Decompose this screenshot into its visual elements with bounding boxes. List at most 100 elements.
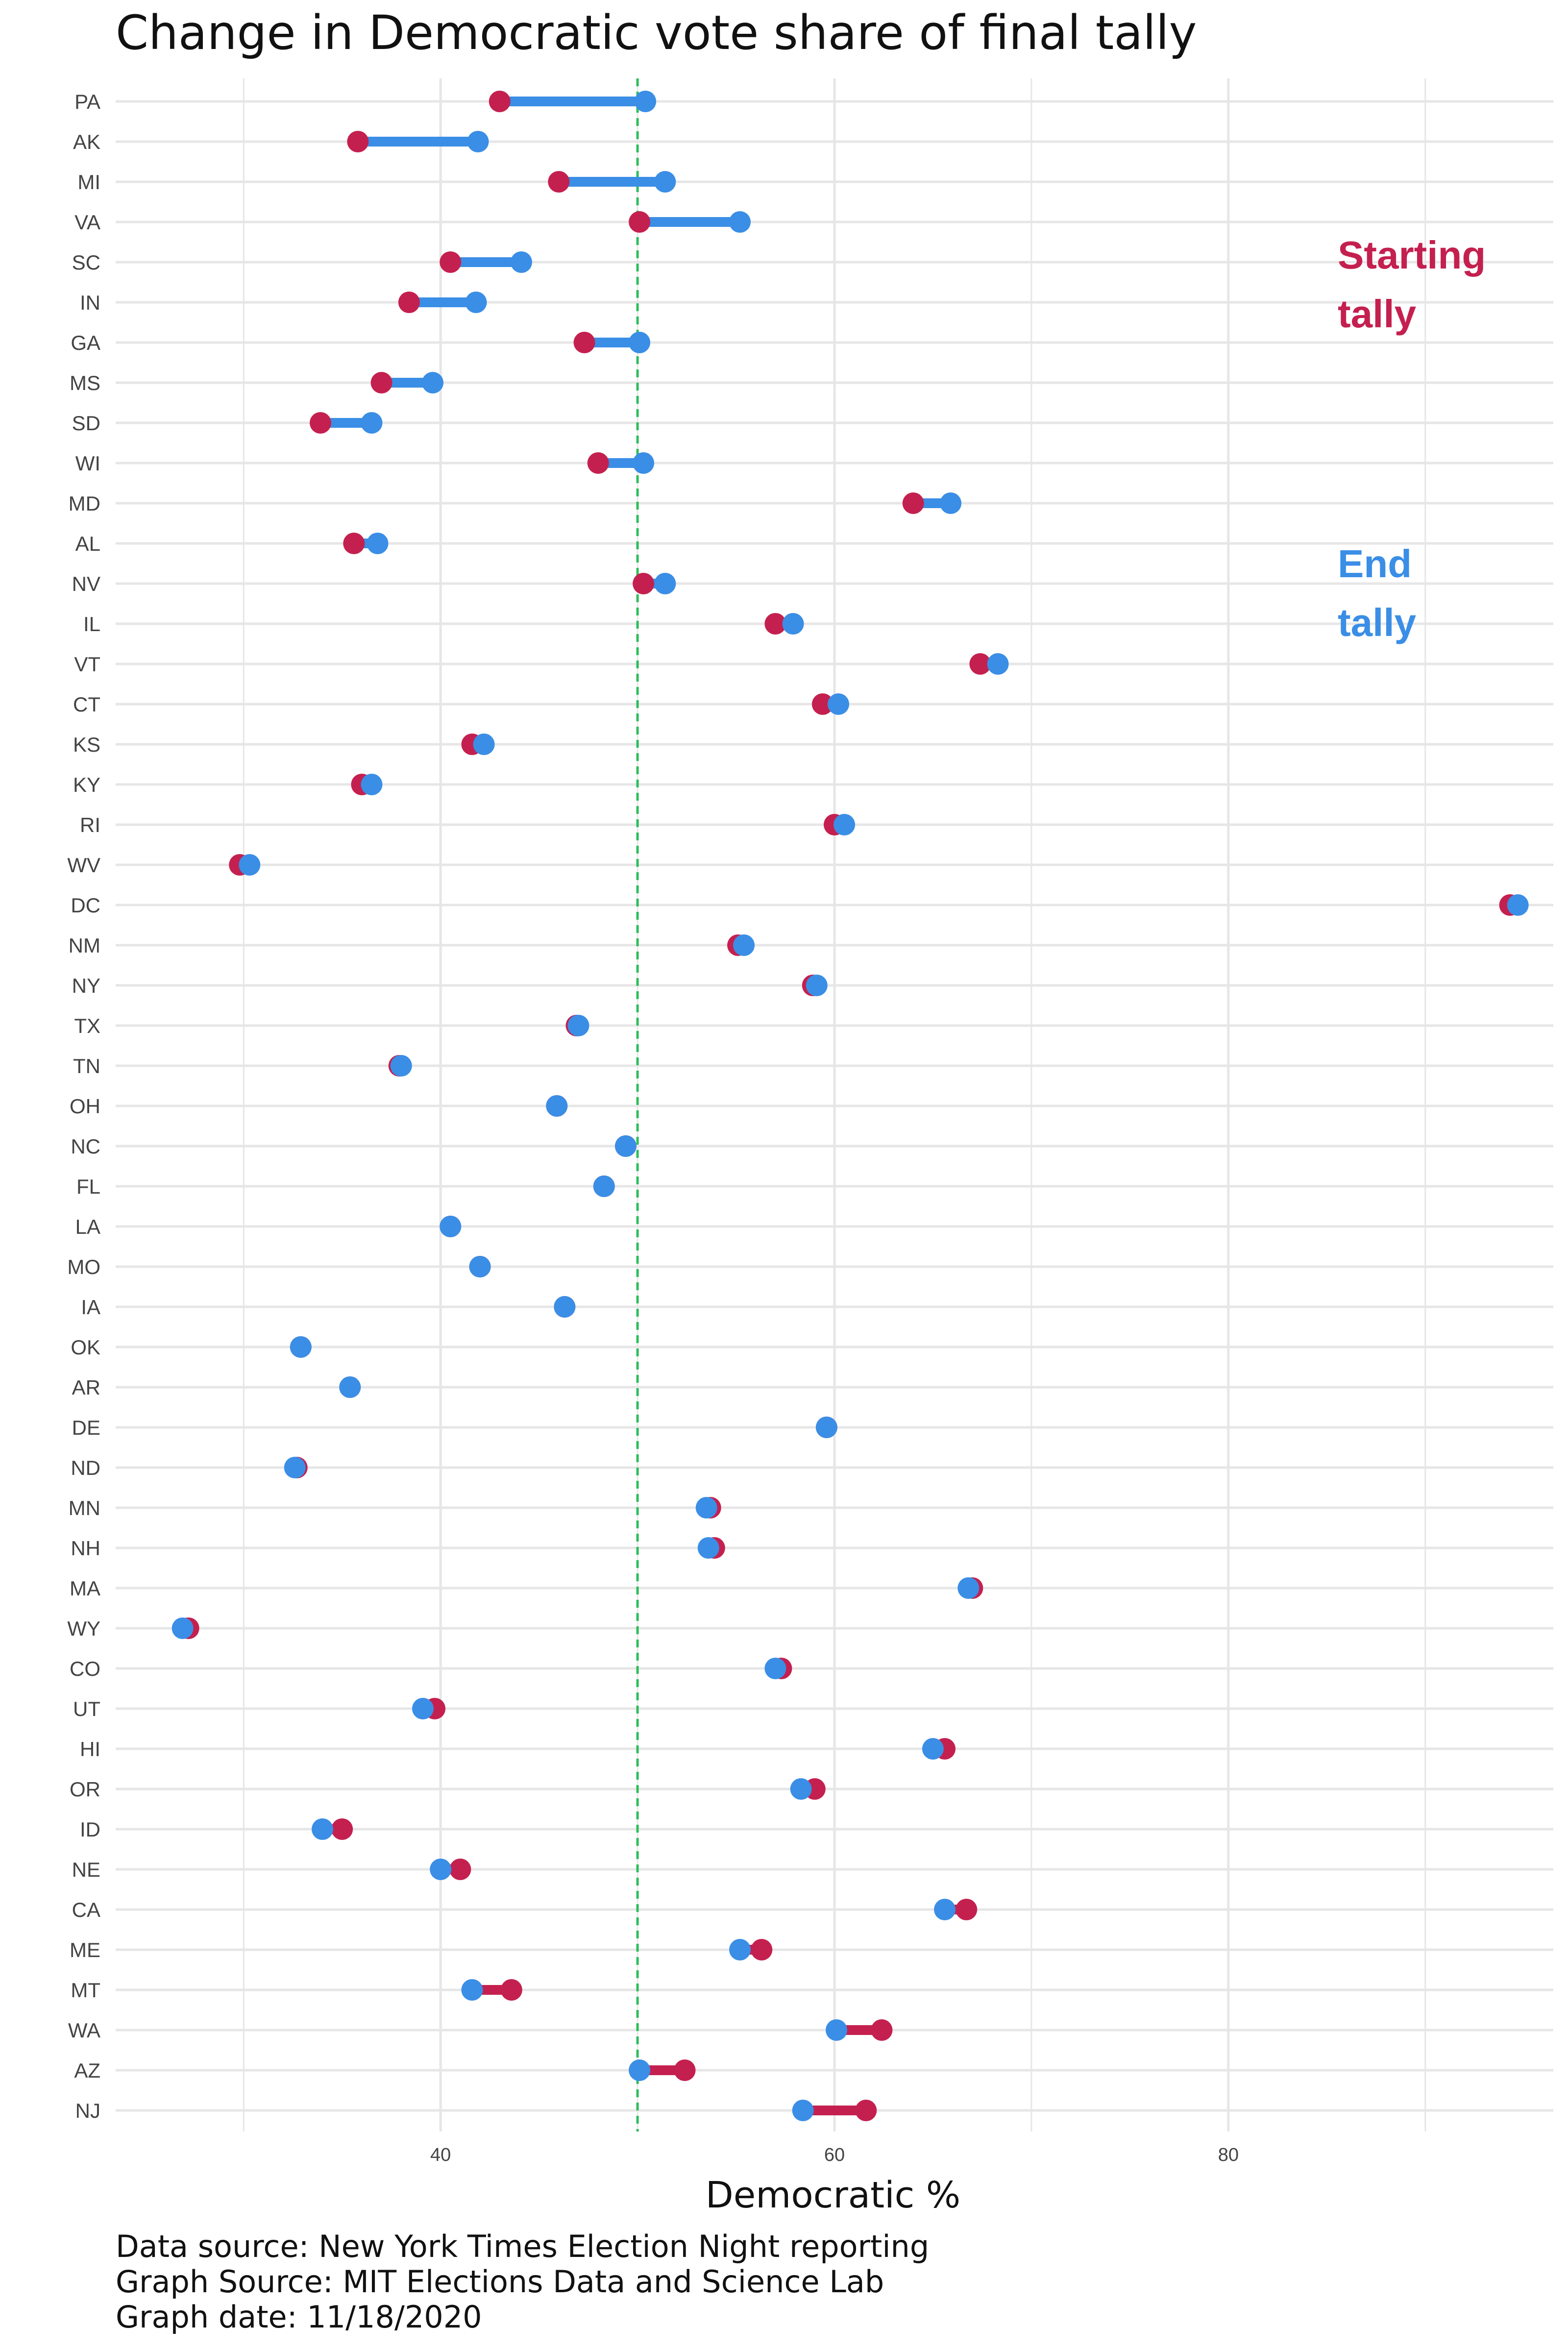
state-label-ri: RI [80,813,100,836]
end-point-dc [1507,894,1529,916]
x-tick-label: 60 [824,2145,845,2165]
start-point-va [629,211,651,233]
end-point-ct [828,693,850,715]
start-point-nv [633,573,655,594]
end-point-ri [833,814,856,835]
start-point-wa [871,2019,893,2041]
end-point-az [629,2059,651,2081]
state-label-ca: CA [72,1898,100,1921]
start-point-pa [489,91,511,112]
end-point-ga [629,332,651,353]
end-point-wv [239,854,261,876]
start-point-ms [370,372,392,393]
end-point-fl [593,1176,615,1197]
start-point-az [674,2059,696,2081]
end-point-mi [654,171,676,193]
start-point-sd [309,412,331,434]
end-point-or [790,1778,812,1800]
state-label-md: MD [69,492,100,515]
state-label-in: IN [80,291,100,314]
end-point-nj [792,2100,814,2121]
start-point-mi [548,171,570,193]
state-label-mn: MN [69,1496,100,1519]
end-point-nv [654,573,676,594]
start-point-in [398,292,420,313]
caption-data-source: Data source: New York Times Election Nig… [116,2229,929,2264]
x-axis-label: Democratic % [706,2174,960,2216]
state-label-tx: TX [74,1014,100,1037]
state-label-de: DE [72,1416,100,1439]
end-point-me [729,1939,751,1960]
start-point-ak [347,131,369,152]
end-point-ca [934,1899,956,1920]
state-label-nj: NJ [75,2099,100,2122]
end-point-nd [284,1457,306,1478]
state-label-ar: AR [72,1376,100,1399]
start-point-me [751,1939,773,1960]
x-tick-label: 80 [1218,2145,1239,2165]
caption-graph-date: Graph date: 11/18/2020 [116,2299,482,2335]
end-point-pa [635,91,657,112]
start-point-ga [573,332,595,353]
state-label-ny: NY [72,974,100,997]
end-point-il [782,613,804,635]
end-point-id [312,1818,334,1840]
state-label-co: CO [70,1657,100,1680]
legend-start-line1: Starting [1338,233,1486,277]
state-label-fl: FL [76,1175,100,1198]
end-point-sd [361,412,383,434]
end-point-wa [826,2019,848,2041]
state-label-nh: NH [71,1537,100,1560]
start-point-ca [956,1899,978,1920]
end-point-tx [567,1015,589,1036]
state-label-wy: WY [67,1617,100,1640]
state-label-me: ME [70,1938,100,1961]
state-label-nc: NC [71,1135,100,1158]
chart-title: Change in Democratic vote share of final… [116,5,1197,60]
x-tick-labels: 40 60 80 [430,2145,1239,2165]
state-label-ct: CT [73,693,100,716]
end-point-nh [697,1537,719,1559]
start-point-wi [587,452,609,474]
end-point-nc [614,1135,637,1157]
end-point-nm [733,934,755,956]
end-point-ky [361,774,383,795]
start-point-il [764,613,786,635]
end-point-sc [510,251,532,273]
state-label-ky: KY [73,773,100,796]
end-point-wy [172,1617,194,1639]
row-gridlines [116,100,1553,2112]
caption: Data source: New York Times Election Nig… [116,2229,929,2335]
end-point-ne [430,1859,452,1880]
state-label-az: AZ [74,2059,100,2082]
state-label-mi: MI [77,171,100,194]
end-point-va [729,211,751,233]
start-point-ct [811,693,833,715]
state-label-mt: MT [71,1979,100,2002]
end-point-ar [339,1376,361,1398]
end-point-mn [695,1497,717,1519]
end-point-mt [461,1979,483,2001]
state-label-ak: AK [73,130,100,153]
end-point-ny [806,975,828,996]
end-point-ms [422,372,444,393]
state-label-ne: NE [72,1858,100,1881]
state-label-nm: NM [69,934,100,957]
state-label-ms: MS [70,371,100,394]
state-label-ma: MA [70,1577,100,1600]
state-label-vt: VT [74,653,100,676]
state-label-wv: WV [67,854,100,877]
state-label-ok: OK [71,1336,100,1359]
legend-start-line2: tally [1338,292,1417,336]
end-point-ut [412,1698,434,1719]
start-point-vt [969,653,991,675]
legend-end-line1: End [1338,542,1412,586]
end-point-oh [546,1095,568,1117]
end-point-tn [390,1055,412,1077]
end-point-co [764,1658,786,1679]
state-label-wa: WA [68,2019,100,2042]
end-point-ok [290,1336,312,1358]
tally-points [172,91,1529,2121]
state-label-sd: SD [72,412,100,435]
